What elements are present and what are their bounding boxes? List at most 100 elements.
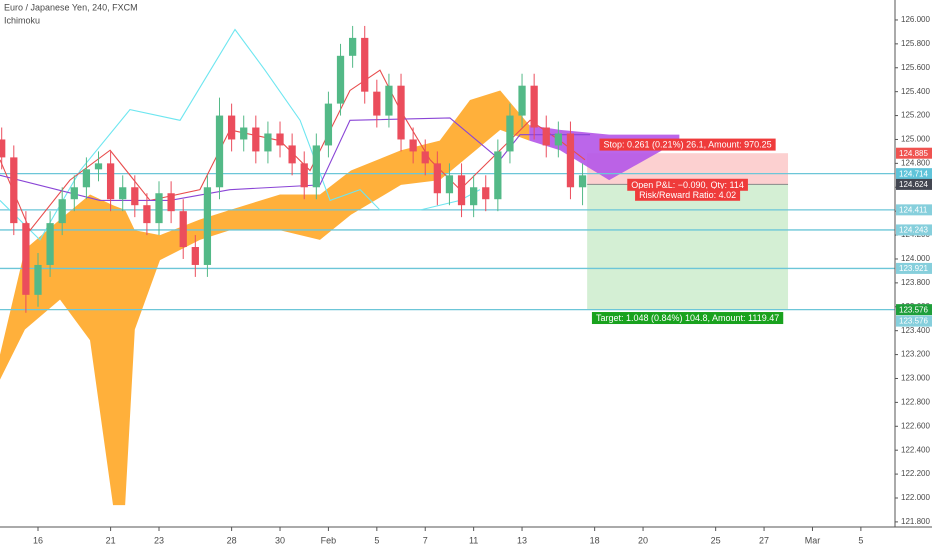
candle-body <box>94 163 103 170</box>
candle-body <box>131 187 139 206</box>
price-tag-label: 123.921 <box>899 264 928 273</box>
x-tick-label: 18 <box>590 535 600 545</box>
annotation: Risk/Reward Ratio: 4.02 <box>639 190 736 200</box>
price-tag <box>896 224 932 236</box>
y-tick-label: 125.200 <box>901 111 930 120</box>
y-tick-label: 125.000 <box>901 135 930 144</box>
price-tag-label: 123.576 <box>899 317 928 326</box>
candle-body <box>421 151 429 164</box>
price-tag <box>896 262 932 274</box>
y-tick-label: 124.800 <box>901 158 930 167</box>
cloud <box>0 90 530 506</box>
candle-body <box>288 145 296 164</box>
candle-body <box>46 223 54 265</box>
price-tag-label: 124.411 <box>899 205 928 214</box>
candle-body <box>385 85 393 116</box>
candle-body <box>119 187 127 200</box>
price-tag-label: 124.243 <box>899 226 928 235</box>
candle-body <box>554 133 562 146</box>
candle-body <box>215 115 224 188</box>
y-tick-label: 122.000 <box>901 493 930 502</box>
candle-body <box>10 157 18 224</box>
target-zone <box>587 184 789 310</box>
annotation: Open P&L: −0.090, Qty: 114 <box>631 180 744 190</box>
candle-body <box>348 37 357 56</box>
price-tag <box>896 168 932 180</box>
y-tick-label: 123.000 <box>901 374 930 383</box>
price-tag-label: 124.885 <box>899 149 928 158</box>
candle-body <box>22 223 30 295</box>
price-tag <box>896 315 932 327</box>
x-tick-label: 5 <box>858 535 863 545</box>
candle-body <box>312 145 320 188</box>
x-tick-label: 20 <box>638 535 648 545</box>
candle-body <box>58 199 66 224</box>
candle-body <box>252 127 260 152</box>
annotation-box <box>627 178 748 191</box>
candle-body <box>191 247 199 265</box>
x-tick-label: 11 <box>469 535 478 545</box>
indicator-line <box>0 28 481 241</box>
candle-body <box>203 187 212 265</box>
candle-body <box>457 175 466 206</box>
candle-body <box>82 169 91 188</box>
candle-body <box>264 133 272 152</box>
y-tick-label: 123.200 <box>901 350 930 359</box>
candle-body <box>470 187 478 206</box>
annotation-box <box>635 188 741 201</box>
x-tick-label: 30 <box>275 535 285 545</box>
x-tick-label: Mar <box>805 535 821 545</box>
candle-body <box>240 127 248 140</box>
candle-body <box>300 163 308 188</box>
y-tick-label: 124.000 <box>901 254 930 263</box>
price-tag-label: 124.624 <box>899 180 928 189</box>
annotation-box <box>599 138 776 151</box>
y-tick-label: 125.400 <box>901 87 930 96</box>
annotation: Target: 1.048 (0.84%) 104.8, Amount: 111… <box>596 313 779 323</box>
y-tick-label: 125.800 <box>901 39 930 48</box>
y-tick-label: 123.800 <box>901 278 930 287</box>
candle-body <box>433 163 441 194</box>
y-tick-label: 122.800 <box>901 397 930 406</box>
candle-body <box>506 115 514 152</box>
y-tick-label: 122.600 <box>901 421 930 430</box>
candle-body <box>227 115 236 140</box>
x-tick-label: 7 <box>423 535 428 545</box>
x-tick-label: 23 <box>154 535 164 545</box>
candle-body <box>336 55 345 104</box>
price-tag <box>896 178 932 190</box>
price-tag-label: 123.576 <box>899 305 928 314</box>
candle-body <box>0 139 6 158</box>
candle-body <box>167 193 175 212</box>
y-tick-label: 123.400 <box>901 326 930 335</box>
y-tick-label: 121.800 <box>901 517 930 526</box>
candle-body <box>70 187 78 200</box>
candle-body <box>409 139 417 152</box>
x-tick-label: 25 <box>711 535 721 545</box>
candle-body <box>155 193 163 224</box>
y-tick-label: 122.400 <box>901 445 930 454</box>
candle-body <box>143 205 151 224</box>
annotation: Stop: 0.261 (0.21%) 26.1, Amount: 970.25 <box>604 140 772 150</box>
x-tick-label: 16 <box>33 535 43 545</box>
x-tick-label: 27 <box>759 535 769 545</box>
candle-body <box>530 85 538 128</box>
candle-body <box>482 187 490 200</box>
candle-body <box>34 264 42 295</box>
y-tick-label: 122.200 <box>901 469 930 478</box>
candle-body <box>324 103 333 146</box>
x-tick-label: 5 <box>374 535 379 545</box>
y-tick-label: 126.000 <box>901 15 930 24</box>
x-tick-label: 13 <box>517 535 527 545</box>
price-tag <box>896 204 932 216</box>
candle-body <box>542 127 550 146</box>
price-tag <box>896 147 932 159</box>
candle-body <box>518 85 526 116</box>
candle-body <box>179 211 187 248</box>
candle-body <box>445 175 454 194</box>
annotation-box <box>591 312 784 325</box>
candle-body <box>578 175 587 188</box>
candle-body <box>276 133 284 146</box>
